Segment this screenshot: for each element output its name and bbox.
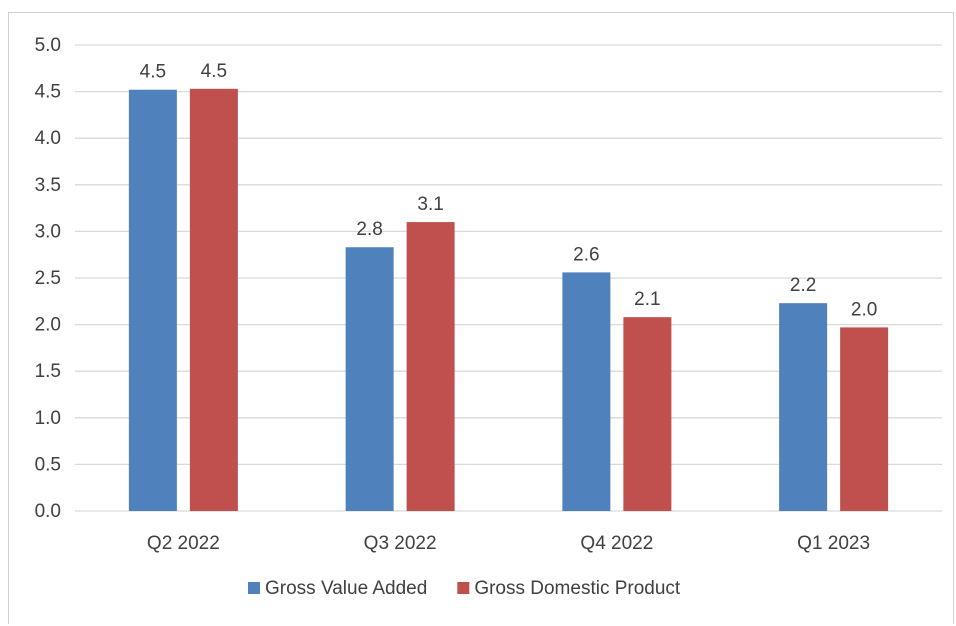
legend-swatch (457, 582, 470, 594)
data-label: 2.6 (573, 244, 599, 265)
y-tick-label: 4.0 (35, 128, 61, 149)
bar-gva (779, 303, 828, 511)
data-label: 4.5 (140, 62, 166, 83)
y-tick-label: 0.5 (35, 454, 61, 475)
y-tick-label: 0.0 (35, 501, 61, 522)
legend-label: Gross Domestic Product (474, 578, 681, 599)
bar-gva (562, 272, 611, 511)
data-label: 2.2 (790, 275, 816, 296)
data-label: 2.1 (634, 289, 660, 310)
legend-label: Gross Value Added (265, 578, 427, 599)
legend: Gross Value Added Gross Domestic Product (248, 578, 681, 599)
x-category-label: Q4 2022 (580, 533, 653, 554)
data-label: 3.1 (417, 194, 443, 215)
bar-gdp (189, 88, 238, 511)
y-tick-label: 2.0 (35, 315, 61, 336)
bar-chart: 0.00.51.01.52.02.53.03.54.04.55.0 4.5 4.5… (35, 35, 942, 599)
bars (128, 88, 889, 512)
y-tick-label: 3.5 (35, 175, 61, 196)
bar-gdp (406, 222, 455, 511)
bar-gdp (623, 317, 672, 511)
y-tick-label: 1.5 (35, 361, 61, 382)
legend-swatch (248, 582, 260, 594)
y-tick-label: 3.0 (35, 221, 61, 242)
chart-container: 0.0 0.5 1.0 1.5 2.0 2.5 3.0 3.5 4.0 4.5 5.0 4.5 4.5… (8, 12, 954, 624)
x-category-label: Q2 2022 (147, 533, 220, 554)
data-label: 2.0 (851, 299, 877, 320)
y-tick-label: 4.5 (35, 82, 61, 103)
data-label: 4.5 (201, 61, 227, 82)
bar-gdp (840, 327, 889, 511)
y-tick-label: 1.0 (35, 408, 61, 429)
y-tick-label: 2.5 (35, 268, 61, 289)
x-category-label: Q3 2022 (364, 533, 437, 554)
y-tick-label: 5.0 (35, 35, 61, 56)
bar-gva (128, 89, 177, 512)
bar-gva (345, 247, 394, 511)
x-axis-category-labels: Q2 2022 Q3 2022 Q4 2022 Q1 2023 (147, 533, 870, 554)
x-category-label: Q1 2023 (797, 533, 870, 554)
data-labels: 4.5 4.5 2.8 3.1 2.6 2.1 2.2 2.0 (140, 61, 878, 321)
data-label: 2.8 (356, 219, 382, 240)
y-axis-tick-labels: 0.0 0.5 1.0 1.5 2.0 2.5 3.0 3.5 4.0 4.5 5.0 (35, 35, 61, 522)
